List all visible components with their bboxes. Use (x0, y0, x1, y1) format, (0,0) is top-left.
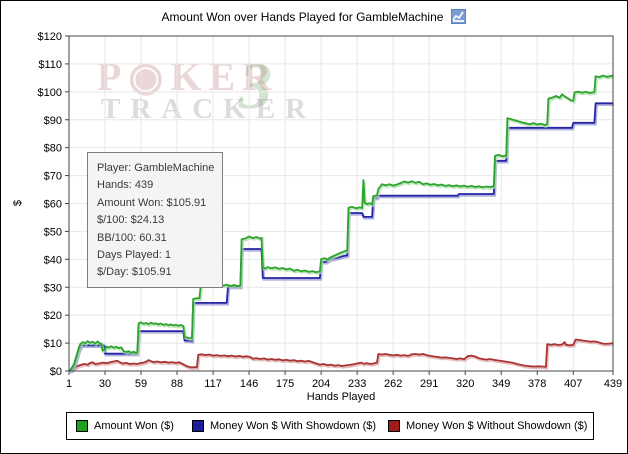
svg-text:30: 30 (99, 378, 111, 390)
stats-tooltip: Player: GambleMachine Hands: 439 Amount … (87, 152, 223, 288)
svg-text:$20: $20 (44, 310, 62, 322)
svg-text:88: 88 (171, 378, 183, 390)
svg-text:$0: $0 (50, 366, 62, 378)
svg-text:$80: $80 (44, 143, 62, 155)
tooltip-per-day: $/Day: $105.91 (97, 266, 172, 279)
legend-item-without-showdown: Money Won $ Without Showdown ($) (388, 413, 587, 439)
chart-icon (451, 9, 467, 24)
svg-text:204: 204 (312, 378, 330, 390)
legend-item-amount-won: Amount Won ($) (76, 413, 174, 439)
svg-text:439: 439 (604, 378, 622, 390)
legend-swatch-without-showdown (388, 420, 400, 432)
tooltip-bb-100: BB/100: 60.31 (97, 231, 167, 244)
svg-text:378: 378 (528, 378, 546, 390)
chart-title: Amount Won over Hands Played for GambleM… (161, 9, 444, 24)
svg-text:262: 262 (384, 378, 402, 390)
title-bar: Amount Won over Hands Played for GambleM… (1, 9, 627, 24)
svg-text:146: 146 (240, 378, 258, 390)
svg-text:320: 320 (456, 378, 474, 390)
svg-text:$100: $100 (38, 87, 62, 99)
legend-label-with-showdown: Money Won $ With Showdown ($) (210, 420, 377, 432)
svg-text:$40: $40 (44, 254, 62, 266)
x-axis-title: Hands Played (306, 391, 376, 403)
svg-text:$70: $70 (44, 171, 62, 183)
svg-text:$120: $120 (38, 31, 62, 43)
legend-item-with-showdown: Money Won $ With Showdown ($) (192, 413, 376, 439)
legend-label-without-showdown: Money Won $ Without Showdown ($) (406, 420, 588, 432)
svg-text:175: 175 (276, 378, 294, 390)
svg-text:291: 291 (420, 378, 438, 390)
svg-text:$90: $90 (44, 115, 62, 127)
svg-text:117: 117 (204, 378, 222, 390)
svg-text:$10: $10 (44, 338, 62, 350)
svg-text:$50: $50 (44, 226, 62, 238)
svg-text:349: 349 (492, 378, 510, 390)
svg-text:$30: $30 (44, 282, 62, 294)
legend-swatch-amount-won (76, 420, 88, 432)
tooltip-hands: Hands: 439 (97, 179, 154, 192)
svg-text:59: 59 (135, 378, 147, 390)
y-axis-title: $ (12, 199, 25, 207)
tooltip-per-100: $/100: $24.13 (97, 214, 165, 227)
svg-text:$110: $110 (38, 59, 62, 71)
tooltip-amount-won: Amount Won: $105.91 (97, 196, 207, 209)
tooltip-days-played: Days Played: 1 (97, 249, 171, 262)
legend-label-amount-won: Amount Won ($) (94, 420, 174, 432)
tooltip-player: Player: GambleMachine (97, 162, 215, 174)
svg-text:1: 1 (66, 378, 72, 390)
svg-text:407: 407 (564, 378, 582, 390)
legend: Amount Won ($) Money Won $ With Showdown… (66, 412, 594, 440)
svg-text:$60: $60 (44, 199, 62, 211)
legend-swatch-with-showdown (192, 420, 204, 432)
svg-text:233: 233 (348, 378, 366, 390)
